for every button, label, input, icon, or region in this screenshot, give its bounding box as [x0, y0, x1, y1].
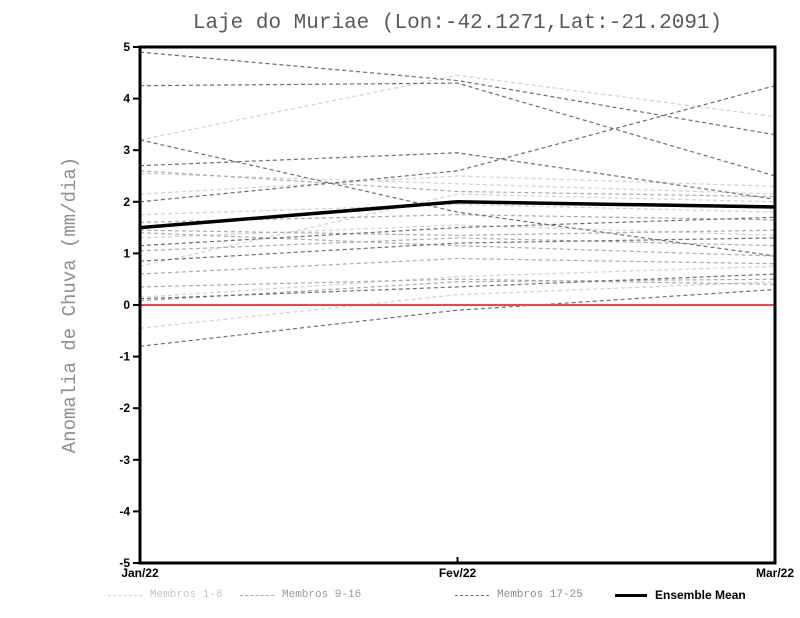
member-line-group2 — [139, 278, 776, 288]
x-tick-label: Fev/22 — [439, 566, 477, 580]
member-line-group3 — [139, 288, 776, 347]
chart-title: Laje do Muriae (Lon:-42.1271,Lat:-21.209… — [192, 12, 723, 35]
member-line-group1 — [139, 172, 776, 195]
member-line-group2 — [139, 170, 776, 198]
y-tick-label: 5 — [123, 40, 130, 54]
member-line-group1 — [139, 74, 776, 141]
y-tick-label: -4 — [119, 504, 130, 518]
member-line-group3 — [139, 51, 776, 136]
legend-label-ensemble-mean: Ensemble Mean — [655, 588, 746, 602]
y-tick-label: -1 — [119, 350, 130, 364]
member-line-group3 — [139, 139, 776, 257]
legend: Membros 1-8 Membros 9-16 Membros 17-25 E… — [0, 588, 800, 612]
member-line-group1 — [139, 281, 776, 329]
member-line-group3 — [139, 85, 776, 203]
member-line-group2 — [139, 257, 776, 275]
dashed-line-swatch-dark — [455, 594, 489, 596]
ensemble-mean-line — [139, 200, 776, 230]
legend-item-membros-9-16: Membros 9-16 — [240, 588, 361, 602]
y-tick-label: -2 — [119, 401, 130, 415]
solid-line-swatch-mean — [615, 593, 647, 597]
member-line-group3 — [139, 152, 776, 200]
x-tick-label: Jan/22 — [121, 566, 159, 580]
y-tick-label: 2 — [123, 195, 130, 209]
dashed-line-swatch-light — [108, 594, 142, 596]
member-line-group1 — [139, 203, 776, 216]
legend-label-membros-9-16: Membros 9-16 — [282, 589, 362, 601]
legend-item-membros-1-8: Membros 1-8 — [108, 588, 223, 602]
member-line-group2 — [139, 229, 776, 236]
y-tick-label: -5 — [119, 556, 130, 570]
y-tick-label: 1 — [123, 246, 130, 260]
member-line-group1 — [139, 193, 776, 267]
member-line-group3 — [139, 216, 776, 247]
member-line-group2 — [139, 232, 776, 257]
legend-item-ensemble-mean: Ensemble Mean — [615, 588, 746, 602]
x-tick-label: Mar/22 — [756, 566, 794, 580]
legend-item-membros-17-25: Membros 17-25 — [455, 588, 583, 602]
member-line-group1 — [139, 265, 776, 298]
member-line-group1 — [139, 224, 776, 239]
y-tick-label: 4 — [123, 92, 130, 106]
member-line-group3 — [139, 82, 776, 177]
member-line-group2 — [139, 237, 776, 252]
member-line-group1 — [139, 175, 776, 195]
y-tick-label: -3 — [119, 453, 130, 467]
y-tick-label: 3 — [123, 143, 130, 157]
y-tick-label: 0 — [123, 298, 130, 312]
member-line-group3 — [139, 273, 776, 300]
member-line-group3 — [139, 237, 776, 262]
legend-label-membros-17-25: Membros 17-25 — [497, 589, 583, 601]
legend-label-membros-1-8: Membros 1-8 — [150, 589, 223, 601]
dashed-line-swatch-medium — [240, 594, 274, 596]
